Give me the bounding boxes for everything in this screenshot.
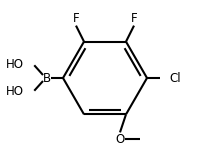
- Text: F: F: [73, 12, 79, 25]
- Text: HO: HO: [6, 85, 24, 98]
- Text: B: B: [43, 71, 51, 84]
- Text: F: F: [131, 12, 137, 25]
- Text: HO: HO: [6, 58, 24, 71]
- Text: Cl: Cl: [169, 71, 181, 84]
- Text: O: O: [115, 133, 125, 146]
